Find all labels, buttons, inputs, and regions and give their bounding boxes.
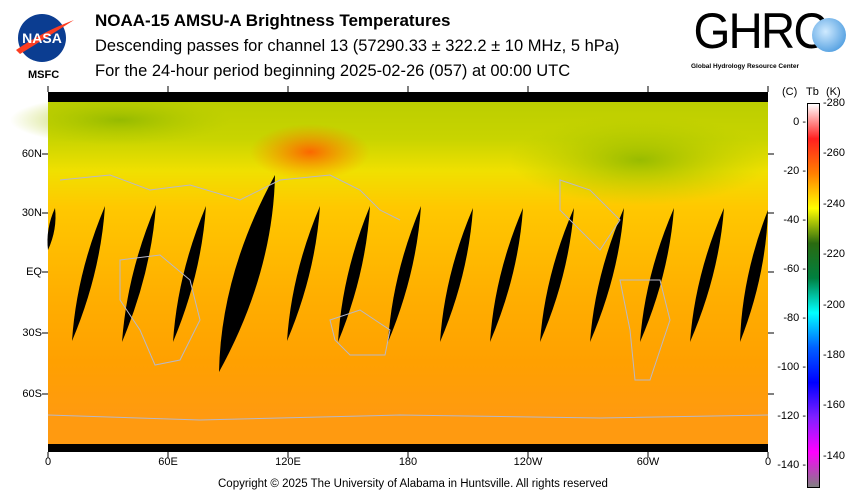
celsius-tick-label: -120 -	[777, 410, 806, 422]
lon-label: 0	[44, 456, 52, 468]
lon-label: 180	[398, 456, 418, 468]
kelvin-tick-label: -200	[823, 298, 846, 311]
missing-data-swath	[72, 206, 105, 341]
missing-data-swath	[540, 208, 574, 342]
missing-data-swath	[47, 208, 56, 250]
kelvin-tick-label: -260	[823, 147, 846, 160]
missing-data-swath	[287, 206, 320, 341]
celsius-tick-label: -20 -	[783, 165, 806, 177]
celsius-tick-label: 0 -	[793, 116, 806, 128]
lat-label: 60N	[21, 148, 42, 160]
celsius-tick-label: -100 -	[777, 361, 806, 373]
lat-label: 60S	[22, 388, 42, 400]
kelvin-tick-label: -280	[823, 97, 846, 109]
colorbar-kelvin-header: (K)	[826, 86, 841, 98]
lon-label: 120E	[275, 456, 301, 468]
missing-data-swath	[388, 206, 421, 342]
celsius-tick-label: -140 -	[777, 459, 806, 471]
missing-data-swath	[440, 208, 473, 342]
msfc-caption: MSFC	[28, 69, 60, 81]
missing-data-swath	[490, 208, 523, 342]
missing-data-swaths	[47, 175, 768, 372]
lat-label: 30S	[22, 327, 42, 339]
missing-data-swath	[740, 210, 768, 342]
lat-label: EQ	[26, 266, 42, 278]
missing-data-swath	[122, 205, 156, 342]
missing-data-swath	[640, 208, 674, 342]
lon-label: 0	[764, 456, 772, 468]
copyright: Copyright © 2025 The University of Alaba…	[218, 478, 608, 490]
nasa-logo: NASA	[16, 14, 74, 62]
brightness-temperature-map	[10, 86, 774, 458]
colorbar-scale	[807, 103, 820, 488]
coastlines	[47, 174, 769, 421]
missing-data-swath	[590, 208, 624, 342]
celsius-tick-label: -60 -	[783, 263, 806, 275]
missing-data-swath	[219, 175, 275, 372]
globe-icon	[812, 18, 846, 52]
colorbar-tb-header: Tb	[806, 86, 819, 98]
kelvin-tick-label: -160	[823, 399, 846, 412]
kelvin-tick-label: -140	[823, 449, 846, 462]
svg-text:NASA: NASA	[22, 30, 62, 46]
subtitle-channel: Descending passes for channel 13 (57290.…	[95, 37, 620, 55]
lon-label: 120W	[513, 456, 543, 468]
kelvin-tick-label: -180	[823, 349, 846, 361]
lon-label: 60W	[636, 456, 660, 468]
subtitle-period: For the 24-hour period beginning 2025-02…	[95, 62, 571, 80]
missing-data-swath	[338, 206, 370, 342]
celsius-tick-label: -80 -	[783, 312, 806, 324]
chart-title: NOAA-15 AMSU-A Brightness Temperatures	[95, 11, 451, 30]
kelvin-tick-label: -240	[823, 197, 846, 210]
missing-data-swath	[173, 206, 206, 342]
lon-label: 60E	[158, 456, 178, 468]
missing-data-swath	[690, 208, 724, 342]
celsius-tick-label: -40 -	[783, 214, 806, 226]
colorbar-celsius-header: (C)	[782, 86, 798, 98]
lat-label: 30N	[21, 207, 42, 219]
kelvin-tick-label: -220	[823, 248, 846, 261]
